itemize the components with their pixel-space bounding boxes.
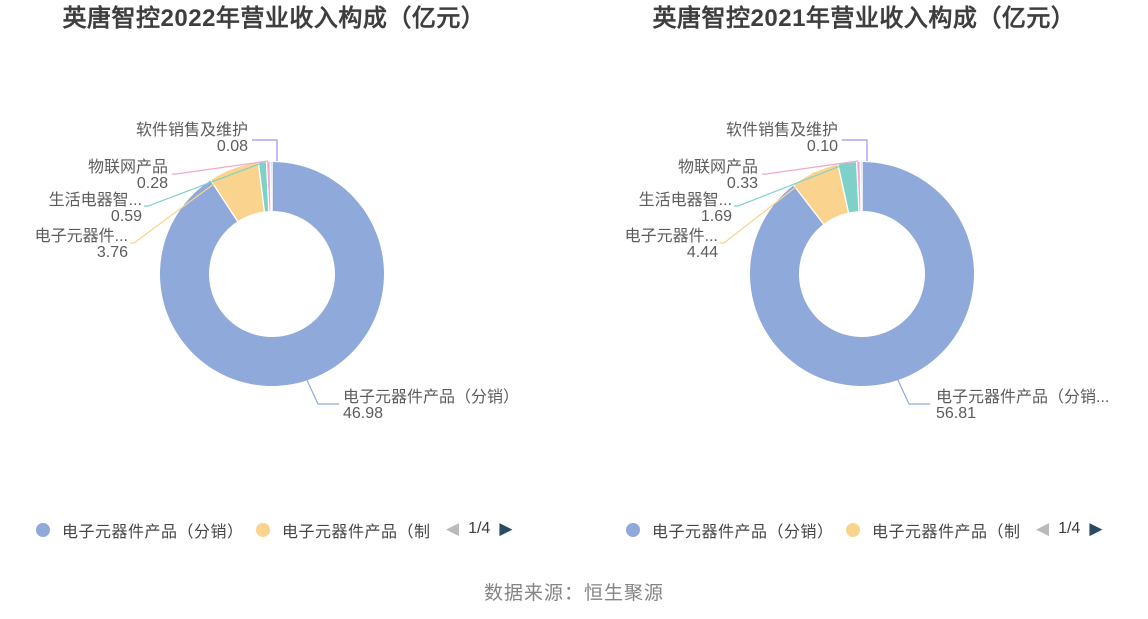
legend-next-icon[interactable]: ▶: [499, 519, 513, 538]
slice-label-value: 1.69: [700, 208, 732, 225]
legend-item-distribution[interactable]: 电子元器件产品（分销）: [36, 521, 244, 541]
slice-label-iot: 物联网产品 0.28: [88, 160, 168, 192]
legend-prev-icon[interactable]: ◀: [446, 519, 460, 538]
legend-swatch: [626, 523, 640, 537]
slice-label-value: 0.33: [726, 175, 758, 192]
slice-label-name: 电子元器件产品（分销...: [936, 389, 1110, 406]
label-line: [252, 139, 278, 161]
legend-swatch: [256, 523, 270, 537]
slice-label-name: 软件销售及维护: [725, 122, 838, 139]
legend-page-indicator: 1/4: [1058, 520, 1081, 537]
slice-label-name: 电子元器件...: [624, 228, 718, 245]
slice-border: [265, 161, 270, 213]
slice-border: [257, 161, 266, 213]
slice-label-appliance: 生活电器智... 1.69: [639, 193, 732, 225]
label-line: [172, 160, 269, 175]
legend-page-indicator: 1/4: [468, 520, 491, 537]
slice-label-value: 0.08: [216, 138, 248, 155]
legend-label: 电子元器件产品（分销）: [652, 524, 834, 541]
legend-swatch: [846, 523, 860, 537]
slice-label-software: 软件销售及维护 0.08: [136, 123, 248, 155]
slice-label-value: 4.44: [686, 244, 718, 261]
slice-label-name: 电子元器件产品（分销）: [343, 389, 520, 406]
legend-pager: ◀ 1/4 ▶: [446, 518, 512, 540]
slice-label-distribution: 电子元器件产品（分销） 46.98: [343, 390, 519, 422]
chart-title-2021: 英唐智控2021年营业收入构成（亿元）: [652, 5, 1076, 32]
slice-border: [855, 161, 860, 213]
legend-item-manufacture[interactable]: 电子元器件产品（制: [846, 521, 1021, 541]
slice-label-appliance: 生活电器智... 0.59: [49, 193, 142, 225]
slice-border: [859, 161, 862, 213]
legend-label: 电子元器件产品（制: [872, 524, 1021, 541]
slice-label-manufacture: 电子元器件... 3.76: [35, 229, 128, 261]
label-line: [305, 377, 339, 405]
data-source: 数据来源：恒生聚源: [483, 583, 664, 604]
slice-label-value: 56.81: [936, 405, 977, 422]
label-line: [842, 139, 868, 161]
slice-border: [269, 161, 272, 213]
slice-border: [837, 163, 850, 214]
legend-item-manufacture[interactable]: 电子元器件产品（制: [256, 521, 431, 541]
legend-label: 电子元器件产品（制: [282, 524, 431, 541]
pie-slice-0[interactable]: [750, 162, 975, 387]
slice-label-name: 物联网产品: [677, 159, 758, 176]
pie-slice-0[interactable]: [159, 162, 384, 386]
slice-label-name: 生活电器智...: [638, 192, 732, 209]
legend-swatch: [36, 523, 50, 537]
slice-label-name: 生活电器智...: [48, 192, 142, 209]
slice-label-value: 46.98: [343, 405, 384, 422]
slice-border: [209, 179, 239, 223]
label-line: [144, 162, 263, 207]
slice-label-name: 电子元器件...: [34, 228, 128, 245]
slice-label-manufacture: 电子元器件... 4.44: [625, 229, 718, 261]
slice-label-value: 0.28: [136, 175, 168, 192]
chart-title-2022: 英唐智控2022年营业收入构成（亿元）: [62, 5, 486, 32]
legend-prev-icon[interactable]: ◀: [1036, 519, 1050, 538]
label-line: [896, 377, 930, 405]
label-line: [734, 162, 849, 207]
slice-label-value: 0.59: [110, 208, 142, 225]
pie-slice-2[interactable]: [258, 162, 269, 212]
pie-slice-2[interactable]: [838, 162, 859, 213]
slice-label-name: 软件销售及维护: [135, 122, 248, 139]
legend-label: 电子元器件产品（分销）: [62, 524, 244, 541]
slice-label-iot: 物联网产品 0.33: [678, 160, 758, 192]
slice-label-value: 3.76: [96, 244, 128, 261]
label-line: [762, 160, 859, 175]
slice-label-distribution: 电子元器件产品（分销... 56.81: [936, 390, 1109, 422]
slice-label-value: 0.10: [806, 138, 838, 155]
legend-pager: ◀ 1/4 ▶: [1036, 518, 1102, 540]
label-line: [130, 168, 235, 244]
slice-border: [792, 184, 825, 226]
slice-label-software: 软件销售及维护 0.10: [726, 123, 838, 155]
legend-next-icon[interactable]: ▶: [1089, 519, 1103, 538]
legend-item-distribution[interactable]: 电子元器件产品（分销）: [626, 521, 834, 541]
label-line: [720, 171, 816, 244]
slice-label-name: 物联网产品: [87, 159, 168, 176]
